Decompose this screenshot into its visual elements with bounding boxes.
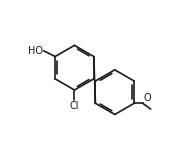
Text: HO: HO [28,46,43,56]
Text: O: O [143,93,151,103]
Text: Cl: Cl [70,101,79,111]
